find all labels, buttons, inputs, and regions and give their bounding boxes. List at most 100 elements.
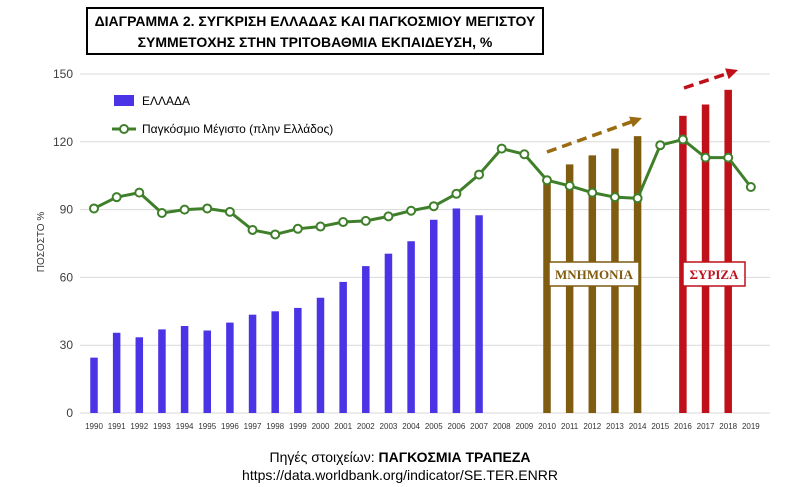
chart-title-line-2: ΣΥΜΜΕΤΟΧΗΣ ΣΤΗΝ ΤΡΙΤΟΒΑΘΜΙΑ ΕΚΠΑΙΔΕΥΣΗ, … bbox=[137, 34, 493, 50]
y-tick-label: 150 bbox=[53, 67, 73, 81]
x-tick-label: 2017 bbox=[697, 422, 715, 431]
x-tick-label: 1998 bbox=[266, 422, 284, 431]
syriza-annotation-label: ΣΥΡΙΖΑ bbox=[690, 267, 740, 282]
x-tick-label: 2013 bbox=[606, 422, 624, 431]
line-point-2016 bbox=[677, 134, 688, 145]
bar-2007 bbox=[475, 215, 483, 413]
y-axis-label: ΠΟΣΟΣΤΟ % bbox=[36, 212, 47, 273]
bar-2000 bbox=[316, 297, 325, 413]
bar-1998 bbox=[271, 311, 279, 413]
line-point-1992 bbox=[134, 187, 145, 198]
annotations: ΜΝΗΜΟΝΙΑ ΣΥΡΙΖΑ bbox=[548, 261, 746, 287]
bar-2003 bbox=[384, 253, 393, 413]
memorandum-arrow-head bbox=[629, 116, 642, 128]
bar-1993 bbox=[158, 329, 166, 413]
line-point-2014 bbox=[632, 193, 643, 204]
x-tick-label: 2007 bbox=[470, 422, 488, 431]
x-tick-label: 1996 bbox=[221, 422, 239, 431]
syriza-annotation: ΣΥΡΙΖΑ bbox=[682, 261, 746, 287]
y-tick-label: 120 bbox=[53, 135, 73, 149]
x-tick-label: 2008 bbox=[493, 422, 511, 431]
line-point-2013 bbox=[609, 192, 620, 203]
chart-title-line-1: ΔΙΑΓΡΑΜΜΑ 2. ΣΥΓΚΡΙΣΗ ΕΛΛΑΔΑΣ ΚΑΙ ΠΑΓΚΟΣ… bbox=[94, 13, 536, 29]
bar-2011 bbox=[565, 164, 574, 413]
legend-line-marker bbox=[119, 124, 129, 134]
bar-1997 bbox=[248, 314, 257, 413]
line-point-1998 bbox=[270, 229, 281, 240]
bar-1996 bbox=[226, 322, 234, 413]
y-tick-label: 30 bbox=[60, 338, 74, 352]
line-point-2006 bbox=[451, 188, 462, 199]
bar-2001 bbox=[339, 281, 347, 413]
x-tick-label: 2002 bbox=[357, 422, 375, 431]
memorandum-annotation-label: ΜΝΗΜΟΝΙΑ bbox=[555, 267, 634, 282]
bar-2006 bbox=[452, 208, 461, 413]
line-point-2007 bbox=[474, 169, 485, 180]
line-point-2012 bbox=[587, 187, 598, 198]
syriza-annotation-box bbox=[682, 261, 746, 287]
x-tick-label: 2000 bbox=[312, 422, 330, 431]
line-point-2009 bbox=[519, 149, 530, 160]
syriza-arrow-head bbox=[725, 68, 738, 80]
line-point-1990 bbox=[89, 203, 99, 214]
y-tick-label: 60 bbox=[60, 270, 74, 284]
x-tick-label: 2018 bbox=[719, 422, 737, 431]
x-tick-label: 2016 bbox=[674, 422, 692, 431]
line-point-2002 bbox=[360, 215, 371, 226]
line-point-2001 bbox=[338, 217, 349, 228]
world-max-polyline bbox=[93, 138, 753, 236]
x-tick-label: 2011 bbox=[561, 422, 579, 431]
bar-2002 bbox=[362, 266, 370, 413]
syriza-arrow-shaft bbox=[683, 71, 729, 90]
line-point-1991 bbox=[111, 192, 122, 203]
x-tick-label: 1993 bbox=[153, 422, 171, 431]
legend-bar-swatch bbox=[114, 95, 134, 106]
bar-2005 bbox=[430, 219, 438, 413]
line-point-2015 bbox=[655, 140, 666, 151]
line-point-2005 bbox=[428, 201, 439, 212]
x-tick-label: 1992 bbox=[130, 422, 148, 431]
x-tick-label: 1991 bbox=[108, 422, 126, 431]
x-tick-label: 2004 bbox=[402, 422, 420, 431]
y-tick-label: 90 bbox=[60, 203, 74, 217]
x-tick-label: 2010 bbox=[538, 422, 556, 431]
x-tick-label: 1999 bbox=[289, 422, 307, 431]
x-tick-label: 2005 bbox=[425, 422, 443, 431]
bar-1995 bbox=[203, 330, 211, 413]
y-tick-labels: 0 30 60 90 120 150 bbox=[53, 67, 73, 420]
line-point-1994 bbox=[179, 204, 190, 215]
source-note: Πηγές στοιχείων: ΠΑΓΚΟΣΜΙΑ ΤΡΑΠΕΖΑ https… bbox=[0, 448, 800, 484]
world-max-line bbox=[89, 134, 756, 240]
source-name: ΠΑΓΚΟΣΜΙΑ ΤΡΑΠΕΖΑ bbox=[378, 449, 531, 465]
syriza-arrow bbox=[683, 68, 738, 90]
x-tick-label: 1994 bbox=[176, 422, 194, 431]
line-point-1995 bbox=[202, 203, 213, 214]
legend-greece-label: ΕΛΛΑΔΑ bbox=[142, 94, 190, 108]
trend-arrows bbox=[546, 68, 738, 154]
bar-1994 bbox=[180, 325, 189, 413]
line-point-1999 bbox=[292, 223, 303, 234]
line-point-1993 bbox=[156, 207, 167, 218]
bar-2010 bbox=[543, 180, 551, 413]
line-point-2019 bbox=[745, 182, 756, 192]
memorandum-annotation-box bbox=[548, 261, 640, 287]
bars bbox=[90, 89, 732, 414]
chart-title: ΔΙΑΓΡΑΜΜΑ 2. ΣΥΓΚΡΙΣΗ ΕΛΛΑΔΑΣ ΚΑΙ ΠΑΓΚΟΣ… bbox=[86, 7, 544, 55]
line-point-2018 bbox=[723, 152, 734, 163]
x-tick-label: 2001 bbox=[334, 422, 352, 431]
x-tick-label: 2006 bbox=[448, 422, 466, 431]
source-label: Πηγές στοιχείων: bbox=[269, 449, 379, 465]
x-tick-labels: 1990 1991 1992 1993 1994 1995 1996 1997 1998 1999… bbox=[85, 422, 760, 431]
bar-2017 bbox=[701, 104, 710, 413]
line-point-2008 bbox=[496, 143, 507, 154]
y-tick-label: 0 bbox=[66, 406, 73, 420]
bar-1991 bbox=[112, 332, 121, 413]
line-point-2004 bbox=[406, 205, 417, 216]
legend-world-max-label: Παγκόσμιο Μέγιστο (πλην Ελλάδος) bbox=[142, 122, 333, 136]
x-tick-label: 1997 bbox=[244, 422, 262, 431]
line-point-2010 bbox=[542, 175, 552, 186]
line-point-1996 bbox=[224, 206, 235, 217]
x-tick-label: 2009 bbox=[515, 422, 533, 431]
line-point-1997 bbox=[247, 224, 258, 235]
